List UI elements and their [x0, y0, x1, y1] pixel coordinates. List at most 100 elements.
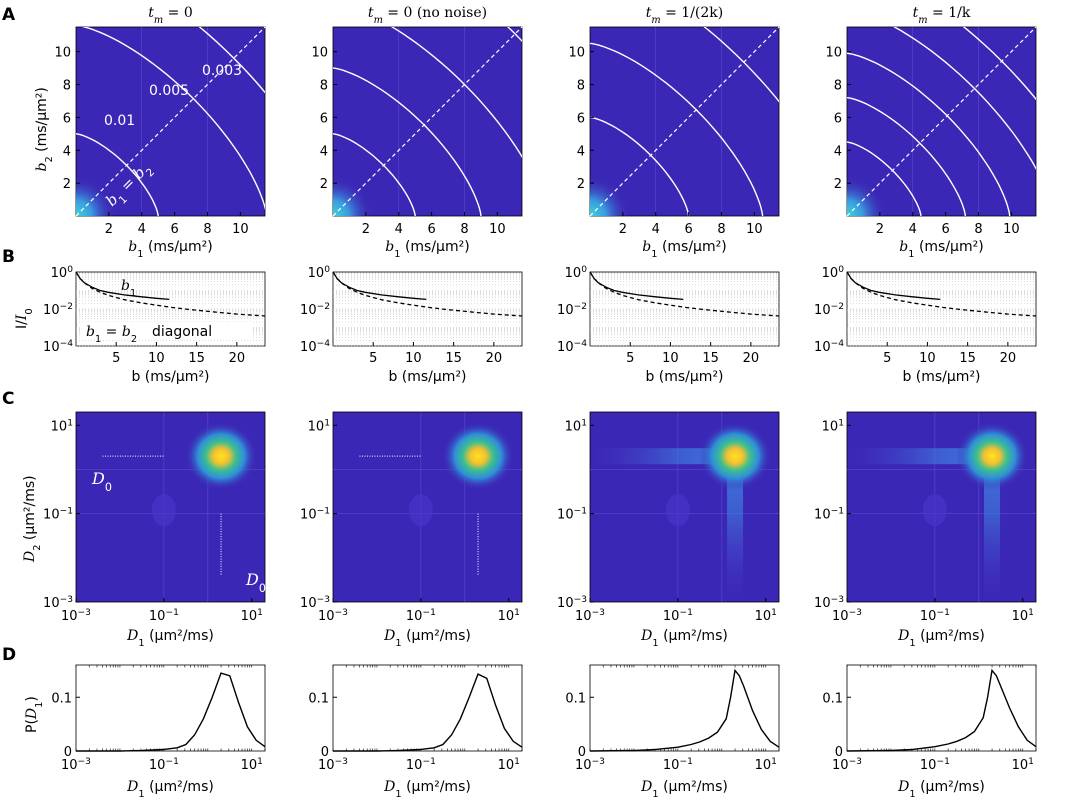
- y-tick-label: 0: [835, 745, 843, 760]
- x-tick-label: 20: [229, 351, 246, 366]
- x-tick-label: 10−1: [920, 757, 950, 773]
- x-axis-label: b1 (ms/μm²): [642, 239, 726, 260]
- peak-blob: [956, 422, 1029, 491]
- x-tick-label: 101: [241, 757, 263, 773]
- x-tick-label: 5: [369, 351, 377, 366]
- distribution-line: [333, 673, 523, 752]
- y-tick-label: 0.1: [822, 691, 843, 706]
- x-axis-label: D1 (μm²/ms): [126, 628, 214, 649]
- contour-line: [893, 27, 1036, 170]
- panel-a-1: 2 4 6 8 10 2 4 6 8 10 b1 (ms/μm²): [54, 26, 266, 260]
- panel-d-4: 10−3 10−1 101 0 0.1 D1 (μm²/ms): [822, 664, 1037, 800]
- x-tick-label: 20: [1000, 351, 1017, 366]
- x-tick-label: 4: [138, 222, 146, 237]
- faint-blob: [922, 494, 947, 527]
- y-tick-label: 10−2: [814, 302, 844, 318]
- label-background: [82, 322, 252, 340]
- x-axis-label: D1 (μm²/ms): [897, 779, 985, 800]
- y-tick-label: 10−1: [557, 507, 587, 523]
- series-dashed: [75, 271, 266, 317]
- x-tick-label: 10−3: [832, 608, 862, 624]
- y-tick-label: 2: [63, 177, 71, 192]
- contour-line: [507, 27, 522, 42]
- x-tick-label: 10: [489, 222, 506, 237]
- panel-label-c: C: [2, 389, 14, 409]
- y-tick-label: 8: [577, 79, 585, 94]
- x-axis-label: D1 (μm²/ms): [126, 779, 214, 800]
- y-tick-label: 10−3: [300, 595, 330, 611]
- faint-blob: [408, 494, 433, 527]
- diagonal-line: [589, 26, 780, 217]
- x-axis-label: b (ms/μm²): [388, 369, 466, 385]
- x-tick-label: 5: [112, 351, 120, 366]
- plot-frame: [332, 664, 523, 752]
- y-tick-label: 100: [308, 265, 331, 281]
- peak-blob: [185, 422, 258, 491]
- panel-c-1: 10−3 10−1 101 101 10−1 10−3 D1 (μm²/ms): [43, 411, 266, 649]
- x-tick-label: 10−3: [832, 757, 862, 773]
- x-tick-label: 10: [405, 351, 422, 366]
- plot-frame: [332, 271, 523, 347]
- d0-label-horizontal: D0: [91, 469, 112, 494]
- faint-blob: [151, 494, 176, 527]
- y-tick-label: 10−4: [300, 339, 330, 355]
- y-tick-label: 4: [577, 144, 585, 159]
- column-title-4: tm = 1/k: [913, 5, 971, 26]
- x-tick-label: 10−3: [318, 608, 348, 624]
- x-tick-label: 10: [148, 351, 165, 366]
- x-tick-label: 2: [362, 222, 370, 237]
- x-tick-label: 6: [427, 222, 435, 237]
- x-tick-label: 101: [755, 608, 777, 624]
- y-tick-label: 6: [63, 111, 71, 126]
- x-tick-label: 10−3: [61, 608, 91, 624]
- peak-blob: [442, 422, 515, 491]
- y-tick-label: 6: [834, 111, 842, 126]
- x-tick-label: 15: [445, 351, 462, 366]
- horizontal-streak: [590, 448, 736, 465]
- diagonal-series-label: b1 = b2 diagonal: [82, 322, 252, 345]
- y-tick-label: 10−1: [300, 507, 330, 523]
- x-tick-label: 10−1: [149, 757, 179, 773]
- y-tick-label: 0: [64, 745, 72, 760]
- y-tick-label: 0: [321, 745, 329, 760]
- x-axis-label: b1 (ms/μm²): [128, 239, 212, 260]
- plot-frame: [589, 664, 780, 752]
- y-axis-label-b: I/I0: [14, 308, 35, 329]
- x-axis-label: D1 (μm²/ms): [383, 779, 471, 800]
- x-tick-label: 10−3: [318, 757, 348, 773]
- peak-blob: [699, 422, 772, 491]
- y-tick-label: 0.1: [51, 691, 72, 706]
- series-label-b1-b2: b1 = b2: [86, 324, 137, 345]
- x-tick-label: 15: [188, 351, 205, 366]
- x-tick-label: 10−3: [575, 608, 605, 624]
- column-title-text: tm = 1/k: [913, 5, 971, 26]
- x-axis-label: b (ms/μm²): [131, 369, 209, 385]
- x-axis-label: D1 (μm²/ms): [897, 628, 985, 649]
- x-tick-label: 10: [1003, 222, 1020, 237]
- x-tick-label: 5: [883, 351, 891, 366]
- distribution-line: [846, 668, 1037, 752]
- x-tick-label: 2: [619, 222, 627, 237]
- panel-a-3: 2 4 6 8 10 2 4 6 8 10 b1 (ms/μm²): [568, 26, 780, 260]
- x-tick-label: 15: [959, 351, 976, 366]
- y-tick-label: 101: [308, 418, 330, 434]
- y-tick-label: 8: [320, 79, 328, 94]
- diagonal-line: [75, 26, 266, 217]
- series-label-b1: b1: [121, 278, 136, 299]
- x-tick-label: 10−1: [663, 757, 693, 773]
- x-tick-label: 10−1: [406, 757, 436, 773]
- d0-label-vertical: D0: [245, 570, 266, 595]
- x-tick-label: 10−1: [920, 608, 950, 624]
- x-tick-label: 6: [941, 222, 949, 237]
- faint-blob: [665, 494, 690, 527]
- x-tick-label: 101: [1012, 608, 1034, 624]
- y-tick-label: 100: [51, 265, 74, 281]
- panel-a-4: 2 4 6 8 10 2 4 6 8 10 b1 (ms/μm²): [825, 26, 1037, 260]
- x-axis-label: b1 (ms/μm²): [385, 239, 469, 260]
- panel-c-2: 10−3 10−1 101 101 10−1 10−3 D1 (μm²/ms): [300, 411, 523, 649]
- y-tick-label: 10−1: [43, 507, 73, 523]
- x-tick-label: 6: [684, 222, 692, 237]
- x-tick-label: 8: [717, 222, 725, 237]
- y-tick-label: 0: [578, 745, 586, 760]
